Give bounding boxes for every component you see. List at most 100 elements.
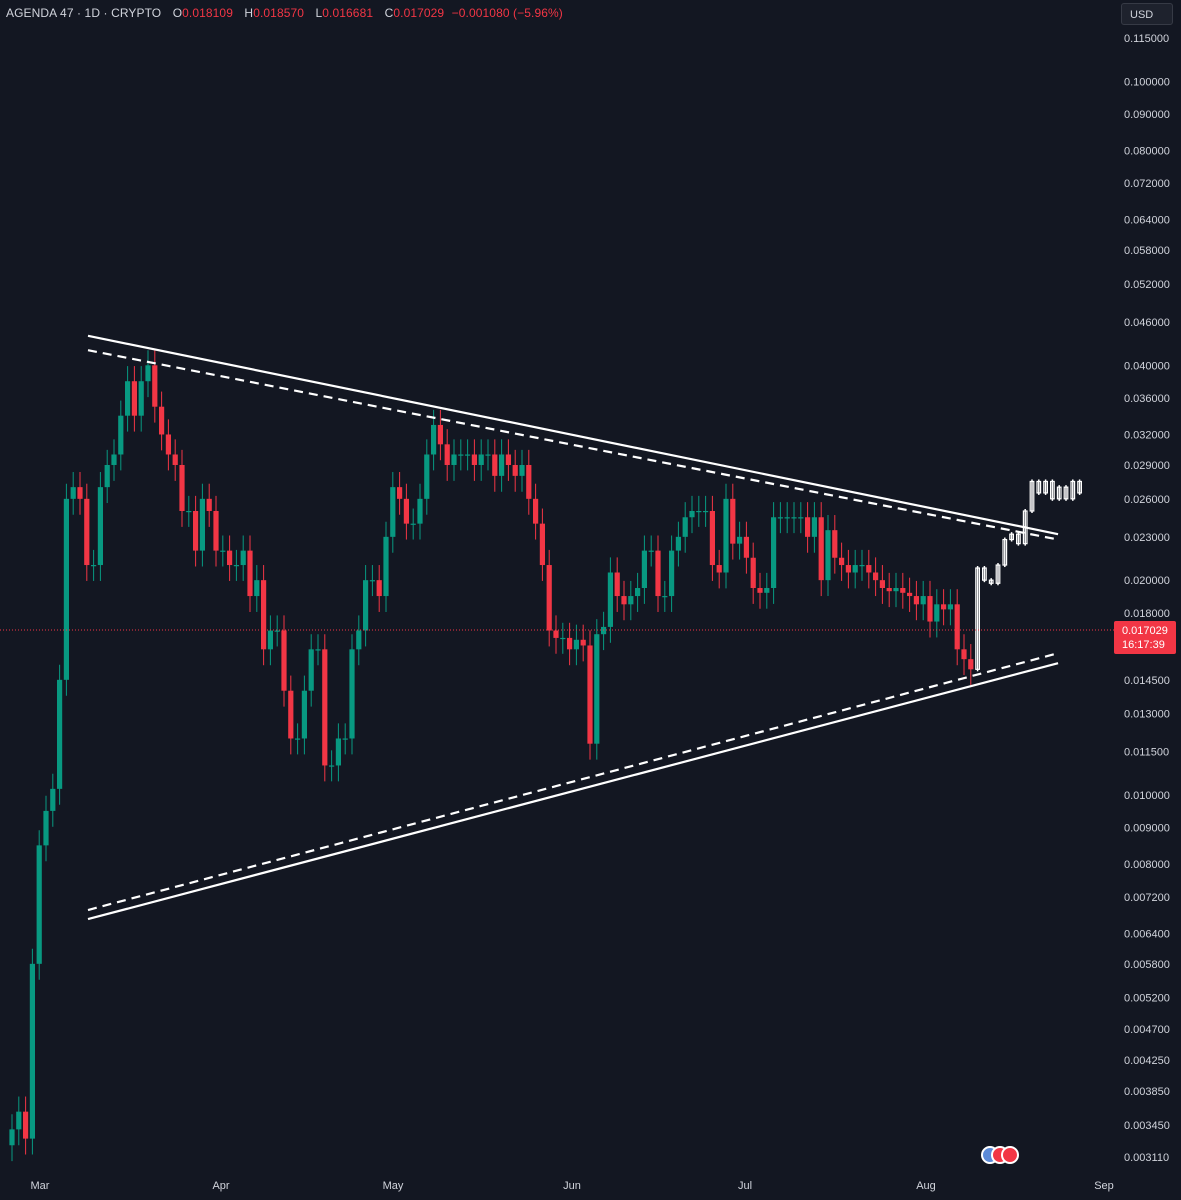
candle[interactable] [941,589,947,626]
candle[interactable] [553,615,559,654]
candle[interactable] [655,535,661,612]
candle[interactable] [737,521,743,560]
candle[interactable] [356,615,362,666]
symbol-title[interactable]: AGENDA 47 · 1D · CRYPTO [6,6,162,20]
trendline-dashed[interactable] [87,349,1059,541]
candle[interactable] [70,472,76,515]
candle[interactable] [519,449,525,492]
candle[interactable] [675,521,681,567]
candle[interactable] [927,580,933,638]
candle[interactable] [703,495,709,527]
candle[interactable] [805,502,811,553]
candle[interactable] [84,483,90,581]
candle[interactable] [193,495,199,567]
candle[interactable] [607,557,613,643]
trendline-solid[interactable] [87,662,1059,921]
candle[interactable] [342,723,348,755]
event-icon[interactable] [1001,1146,1019,1164]
candle[interactable] [213,495,219,567]
candle[interactable] [499,439,505,492]
candle[interactable] [145,350,151,398]
candle[interactable] [274,615,280,647]
candle[interactable] [16,1096,22,1146]
candle[interactable] [614,557,620,612]
candle[interactable] [798,502,804,534]
candle[interactable] [29,948,35,1155]
candle[interactable] [308,634,314,707]
candle[interactable] [961,634,967,676]
candle[interactable] [580,624,586,662]
candle[interactable] [947,589,953,626]
candle[interactable] [233,549,239,581]
candle[interactable] [471,439,477,481]
candle[interactable] [818,502,824,597]
candle[interactable] [295,723,301,755]
candle[interactable] [587,630,593,760]
candle[interactable] [730,483,736,560]
candle[interactable] [628,580,634,621]
candle[interactable] [77,472,83,515]
candle[interactable] [247,535,253,612]
candle[interactable] [539,508,545,581]
candle[interactable] [335,723,341,782]
candle[interactable] [63,483,69,696]
candle[interactable] [403,483,409,540]
candle[interactable] [954,589,960,666]
candle[interactable] [771,502,777,604]
candle[interactable] [723,483,729,589]
candle[interactable] [254,565,260,612]
candle[interactable] [165,419,171,471]
candle[interactable] [750,542,756,604]
candle[interactable] [186,495,192,527]
candle[interactable] [363,565,369,647]
candle[interactable] [172,439,178,481]
candle[interactable] [546,549,552,647]
candle[interactable] [315,634,321,666]
trendline-solid[interactable] [87,334,1059,536]
candle[interactable] [601,611,607,651]
candle[interactable] [206,483,212,527]
candle[interactable] [934,589,940,638]
candle[interactable] [437,409,443,461]
candle[interactable] [594,619,600,760]
candle[interactable] [397,472,403,515]
candle[interactable] [281,615,287,707]
candle[interactable] [410,508,416,540]
candle[interactable] [240,535,246,581]
candle[interactable] [465,439,471,471]
candle[interactable] [444,429,450,481]
candle[interactable] [138,366,144,432]
candle[interactable] [43,795,49,862]
candle[interactable] [873,557,879,597]
candle[interactable] [159,391,165,451]
candle[interactable] [390,472,396,553]
candle[interactable] [57,664,63,805]
candle[interactable] [179,449,185,527]
candle[interactable] [199,483,205,567]
candle[interactable] [417,483,423,540]
candle[interactable] [777,502,783,534]
candle[interactable] [757,572,763,609]
candle[interactable] [886,572,892,608]
candle[interactable] [743,521,749,574]
candle[interactable] [669,535,675,612]
candle[interactable] [560,622,566,654]
candle[interactable] [485,439,491,471]
candle[interactable] [866,549,872,589]
candle[interactable] [859,549,865,581]
candle[interactable] [288,675,294,755]
candle[interactable] [349,634,355,755]
candle[interactable] [811,502,817,553]
candle[interactable] [431,409,437,471]
candle[interactable] [907,577,913,612]
candle[interactable] [900,572,906,609]
candle[interactable] [689,495,695,534]
candle[interactable] [301,675,307,755]
candle[interactable] [784,502,790,534]
candle[interactable] [36,830,42,980]
candle[interactable] [839,542,845,581]
candle[interactable] [125,366,131,432]
candle[interactable] [879,565,885,604]
candle[interactable] [111,439,117,481]
candle[interactable] [682,502,688,553]
